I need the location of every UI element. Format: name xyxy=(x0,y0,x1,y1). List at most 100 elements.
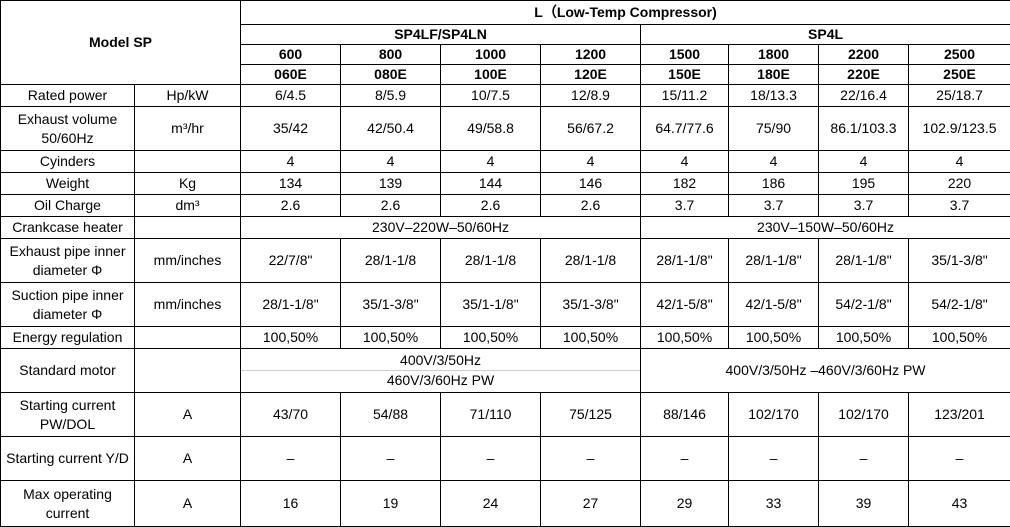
value-cell: 3.7 xyxy=(819,195,909,217)
value-cell: 88/146 xyxy=(641,393,729,437)
value-cell: 35/1-3/8" xyxy=(341,283,441,327)
model-code: 060E xyxy=(241,65,341,85)
value-cell: 2.6 xyxy=(541,195,641,217)
model-size: 1200 xyxy=(541,45,641,65)
model-size: 1000 xyxy=(441,45,541,65)
value-cell: 4 xyxy=(541,151,641,173)
value-cell: 4 xyxy=(641,151,729,173)
value-cell: 230V–220W–50/60Hz xyxy=(241,217,641,239)
value-cell: 100,50% xyxy=(241,327,341,349)
value-cell: 22/16.4 xyxy=(819,85,909,107)
model-code: 220E xyxy=(819,65,909,85)
value-cell: 28/1-1/8 xyxy=(341,239,441,283)
value-cell: 33 xyxy=(729,481,819,527)
value-cell: 144 xyxy=(441,173,541,195)
row-label: Exhaust pipe inner diameter Φ xyxy=(1,239,135,283)
model-size: 800 xyxy=(341,45,441,65)
value-cell: 29 xyxy=(641,481,729,527)
value-cell: 42/1-5/8" xyxy=(729,283,819,327)
value-cell: – xyxy=(909,437,1010,481)
value-cell: 2.6 xyxy=(341,195,441,217)
value-cell: 10/7.5 xyxy=(441,85,541,107)
value-cell: 4 xyxy=(441,151,541,173)
value-cell: 28/1-1/8" xyxy=(729,239,819,283)
subgroup-header: SP4LF/SP4LN xyxy=(241,25,641,45)
value-cell: 39 xyxy=(819,481,909,527)
value-cell: 100,50% xyxy=(729,327,819,349)
value-cell: 100,50% xyxy=(819,327,909,349)
value-cell: 134 xyxy=(241,173,341,195)
value-cell: 4 xyxy=(729,151,819,173)
subgroup-header: SP4L xyxy=(641,25,1010,45)
row-unit: mm/inches xyxy=(135,283,241,327)
value-cell: 2.6 xyxy=(441,195,541,217)
value-cell: 3.7 xyxy=(729,195,819,217)
value-cell: 71/110 xyxy=(441,393,541,437)
value-cell: 35/1-1/8" xyxy=(441,283,541,327)
value-cell: – xyxy=(441,437,541,481)
row-unit xyxy=(135,151,241,173)
model-code: 080E xyxy=(341,65,441,85)
value-cell: 64.7/77.6 xyxy=(641,107,729,151)
row-label: Starting current Y/D xyxy=(1,437,135,481)
model-label: Model SP xyxy=(1,1,241,85)
row-unit: dm³ xyxy=(135,195,241,217)
model-size: 1500 xyxy=(641,45,729,65)
model-code: 180E xyxy=(729,65,819,85)
value-cell: 54/88 xyxy=(341,393,441,437)
value-cell: 2.6 xyxy=(241,195,341,217)
value-cell: 100,50% xyxy=(541,327,641,349)
row-unit: A xyxy=(135,481,241,527)
value-cell: 100,50% xyxy=(641,327,729,349)
value-cell: 28/1-1/8 xyxy=(541,239,641,283)
value-cell: 100,50% xyxy=(909,327,1010,349)
value-cell: 186 xyxy=(729,173,819,195)
row-label: Standard motor xyxy=(1,349,135,393)
row-label: Max operating current xyxy=(1,481,135,527)
value-cell: 54/2-1/8" xyxy=(819,283,909,327)
value-cell: 35/1-3/8" xyxy=(541,283,641,327)
value-cell: 56/67.2 xyxy=(541,107,641,151)
value-line: 400V/3/50Hz xyxy=(241,351,640,370)
value-cell: 54/2-1/8" xyxy=(909,283,1010,327)
value-cell: 102/170 xyxy=(729,393,819,437)
row-unit xyxy=(135,327,241,349)
value-cell: 15/11.2 xyxy=(641,85,729,107)
value-cell: 43 xyxy=(909,481,1010,527)
value-cell: – xyxy=(729,437,819,481)
model-size: 1800 xyxy=(729,45,819,65)
row-label: Energy regulation xyxy=(1,327,135,349)
value-cell: 100,50% xyxy=(441,327,541,349)
model-size: 2200 xyxy=(819,45,909,65)
value-cell: 4 xyxy=(909,151,1010,173)
value-cell: 195 xyxy=(819,173,909,195)
model-size: 600 xyxy=(241,45,341,65)
value-cell: 43/70 xyxy=(241,393,341,437)
model-code: 150E xyxy=(641,65,729,85)
row-unit: mm/inches xyxy=(135,239,241,283)
value-cell: 28/1-1/8" xyxy=(819,239,909,283)
value-cell: 4 xyxy=(341,151,441,173)
value-cell: 8/5.9 xyxy=(341,85,441,107)
row-unit xyxy=(135,217,241,239)
model-code: 120E xyxy=(541,65,641,85)
value-cell: 75/125 xyxy=(541,393,641,437)
value-cell: 102.9/123.5 xyxy=(909,107,1010,151)
value-cell: 35/1-3/8" xyxy=(909,239,1010,283)
value-cell: – xyxy=(541,437,641,481)
value-cell: 4 xyxy=(819,151,909,173)
row-label: Oil Charge xyxy=(1,195,135,217)
row-label: Cyinders xyxy=(1,151,135,173)
value-cell: 102/170 xyxy=(819,393,909,437)
value-cell: 24 xyxy=(441,481,541,527)
value-cell: 4 xyxy=(241,151,341,173)
